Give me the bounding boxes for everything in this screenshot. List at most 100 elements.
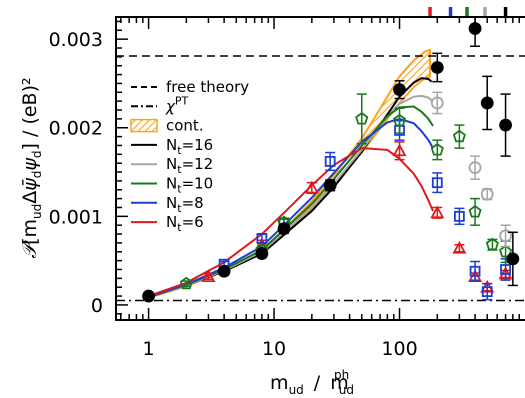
- point-n-t-8: [431, 177, 443, 189]
- plot-layer: [116, 17, 525, 303]
- x-tick-label: 1: [143, 338, 155, 360]
- y-tick-label: 0.001: [49, 206, 103, 228]
- axes: 1 10 100 0 0.001 0.002 0.003: [49, 16, 525, 360]
- data-point-n-t-6: [392, 141, 407, 161]
- point-n-t-16: [277, 222, 291, 236]
- point-n-t-16: [217, 264, 231, 278]
- data-point-n-t-10: [355, 93, 369, 145]
- legend-label: Nt=10: [166, 175, 213, 196]
- point-n-t-8: [481, 286, 493, 298]
- point-n-t-8: [324, 156, 336, 167]
- point-n-t-12: [499, 229, 512, 243]
- point-n-t-16: [255, 247, 269, 260]
- data-point-n-t-8: [256, 233, 268, 244]
- point-n-t-12: [480, 187, 494, 201]
- legend-item-pt: χPT: [131, 94, 189, 115]
- data-point-n-t-6: [201, 269, 216, 282]
- point-n-t-8: [500, 264, 511, 275]
- point-n-t-10: [430, 142, 444, 156]
- point-n-t-12: [468, 161, 482, 175]
- data-point-n-t-16: [217, 264, 231, 278]
- point-n-t-16: [430, 61, 444, 74]
- data-point-n-t-16: [480, 75, 494, 131]
- data-point-n-t-10: [179, 276, 193, 290]
- data-point-n-t-12: [480, 187, 494, 201]
- point-n-t-6: [201, 269, 216, 282]
- data-point-n-t-8: [481, 282, 493, 301]
- fit-curves: [148, 77, 434, 298]
- data-point-n-t-12: [468, 155, 482, 180]
- legend-label: χPT: [165, 94, 189, 115]
- data-point-n-t-6: [452, 240, 467, 254]
- point-n-t-10: [392, 113, 407, 127]
- point-n-t-16: [323, 178, 337, 192]
- data-point-n-t-16: [393, 80, 406, 100]
- x-tick-label: 100: [381, 338, 417, 360]
- point-n-t-10: [179, 276, 193, 290]
- legend-item-cont: cont.: [130, 117, 204, 135]
- legend-label: Nt=16: [166, 136, 213, 157]
- legend-label: Nt=12: [166, 155, 213, 176]
- y-tick-label: 0: [91, 295, 103, 317]
- data-point-n-t-12: [499, 224, 512, 248]
- curve-n-t-10: [148, 105, 434, 298]
- data-point-n-t-16: [323, 178, 337, 192]
- point-n-t-16: [480, 96, 494, 110]
- point-n-t-10: [485, 237, 499, 251]
- curve-n-t-6: [148, 147, 434, 298]
- legend-item-n-t-16: Nt=16: [131, 136, 213, 157]
- point-n-t-16: [468, 22, 482, 35]
- y-tick-label: 0.002: [49, 118, 103, 140]
- point-n-t-10: [355, 111, 369, 125]
- data-point-n-t-10: [468, 197, 482, 226]
- legend-item-n-t-12: Nt=12: [131, 155, 213, 176]
- data-point-n-t-10: [452, 124, 466, 149]
- data-point-n-t-8: [324, 151, 336, 172]
- data-point-n-t-8: [431, 172, 443, 194]
- y-tick-label: 0.003: [49, 29, 103, 51]
- legend-item-n-t-10: Nt=10: [131, 175, 213, 196]
- data-point-n-t-12: [430, 91, 444, 115]
- point-n-t-8: [256, 233, 268, 244]
- x-axis-title: mud / mudph: [270, 368, 354, 397]
- data-point-n-t-16: [499, 93, 512, 157]
- point-n-t-16: [142, 289, 155, 303]
- svg-text:𝒫[mudΔψ̄dψd] / (eB)²: 𝒫[mudΔψ̄dψd] / (eB)²: [19, 77, 44, 258]
- data-point-n-t-6: [304, 180, 319, 195]
- legend-item-free-theory: free theory: [131, 78, 249, 96]
- point-n-t-12: [430, 96, 444, 110]
- point-n-t-16: [499, 118, 512, 132]
- data-point-n-t-16: [506, 231, 520, 287]
- data-point-n-t-10: [485, 237, 499, 251]
- data-point-n-t-10: [392, 107, 407, 134]
- data-points: [142, 17, 520, 303]
- legend-item-n-t-8: Nt=8: [131, 194, 204, 215]
- legend-swatch: [130, 118, 158, 133]
- data-point-n-t-10: [430, 139, 444, 161]
- data-point-n-t-8: [453, 207, 465, 226]
- point-n-t-10: [468, 204, 482, 218]
- top-markers: [428, 7, 508, 17]
- reference-lines: [116, 55, 525, 302]
- point-n-t-16: [506, 252, 520, 266]
- legend-label: Nt=6: [166, 213, 204, 234]
- point-n-t-6: [392, 143, 407, 157]
- data-point-n-t-16: [255, 247, 269, 260]
- point-n-t-10: [498, 244, 513, 258]
- data-point-n-t-6: [430, 205, 445, 219]
- point-n-t-6: [430, 205, 445, 219]
- point-n-t-10: [452, 129, 466, 143]
- legend-label: free theory: [166, 78, 249, 96]
- plot-frame: [115, 16, 525, 321]
- point-n-t-6: [452, 240, 467, 254]
- x-tick-label: 10: [262, 338, 286, 360]
- legend-item-n-t-6: Nt=6: [131, 213, 204, 234]
- point-n-t-6: [304, 180, 319, 194]
- data-point-n-t-16: [430, 52, 444, 83]
- data-point-n-t-16: [468, 17, 482, 47]
- legend-label: Nt=8: [166, 194, 204, 215]
- data-point-n-t-16: [142, 289, 155, 303]
- legend-label: cont.: [166, 117, 204, 135]
